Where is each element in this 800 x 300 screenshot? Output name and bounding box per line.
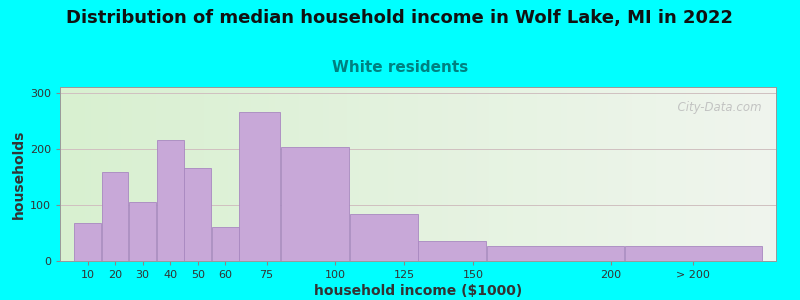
- Text: City-Data.com: City-Data.com: [670, 101, 762, 114]
- Bar: [239, 112, 280, 261]
- Y-axis label: households: households: [12, 129, 26, 219]
- Bar: [212, 227, 238, 261]
- Bar: [487, 246, 624, 261]
- Bar: [102, 172, 129, 261]
- Bar: [157, 140, 183, 261]
- Bar: [418, 242, 486, 261]
- Bar: [625, 246, 762, 261]
- Bar: [350, 214, 418, 261]
- Text: White residents: White residents: [332, 60, 468, 75]
- X-axis label: household income ($1000): household income ($1000): [314, 284, 522, 298]
- Text: Distribution of median household income in Wolf Lake, MI in 2022: Distribution of median household income …: [66, 9, 734, 27]
- Bar: [74, 223, 101, 261]
- Bar: [281, 147, 349, 261]
- Bar: [184, 168, 211, 261]
- Bar: [130, 202, 156, 261]
